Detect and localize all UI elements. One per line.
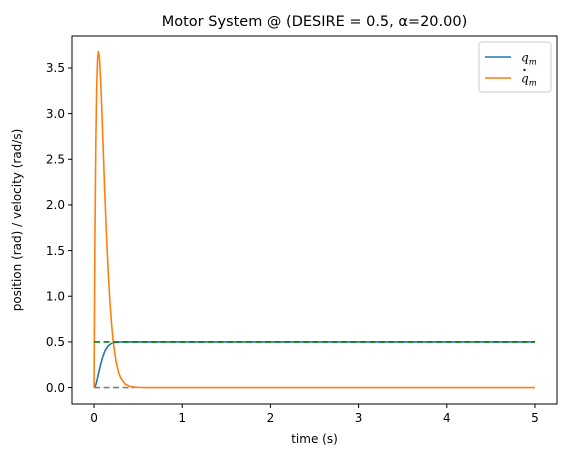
x-tick-label: 1 [178,411,186,425]
x-tick-label: 2 [267,411,275,425]
x-tick-label: 4 [443,411,451,425]
plot-frame [71,35,558,405]
y-tick-label: 3.5 [46,61,65,75]
y-tick-label: 1.0 [46,289,65,303]
y-tick-label: 2.5 [46,152,65,166]
legend-dot-accent [523,68,526,72]
legend-box [478,41,552,93]
y-tick-label: 1.5 [46,244,65,258]
x-tick-label: 0 [90,411,98,425]
plot-lines [93,50,535,389]
x-tick-label: 3 [355,411,363,425]
legend-label: qm [521,72,537,89]
x-axis-ticks: 0 1 2 3 4 5 [90,404,539,425]
y-axis-ticks: 0.0 0.5 1.0 1.5 2.0 2.5 3.0 3.5 [46,61,72,395]
x-tick-label: 5 [531,411,539,425]
y-tick-label: 0.5 [46,335,65,349]
series-line-1 [93,341,535,389]
series-line-2 [93,50,535,389]
chart-title: Motor System @ (DESIRE = 0.5, α=20.00) [162,14,468,30]
y-tick-label: 0.0 [46,381,65,395]
legend-label: qm [521,51,537,68]
y-tick-label: 3.0 [46,107,65,121]
y-tick-label: 2.0 [46,198,65,212]
y-axis-label: position (rad) / velocity (rad/s) [10,129,24,312]
x-axis-label: time (s) [291,432,338,446]
legend: qm qm [478,41,552,93]
